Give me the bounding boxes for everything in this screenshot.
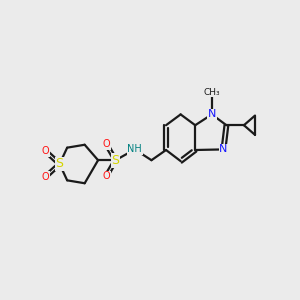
Text: S: S xyxy=(56,158,64,170)
Text: O: O xyxy=(102,139,110,149)
Text: CH₃: CH₃ xyxy=(203,88,220,97)
Text: NH: NH xyxy=(128,144,142,154)
Text: O: O xyxy=(42,172,50,182)
Text: O: O xyxy=(102,171,110,181)
Text: O: O xyxy=(42,146,50,156)
Text: S: S xyxy=(112,154,120,167)
Text: N: N xyxy=(219,144,228,154)
Text: N: N xyxy=(208,110,216,119)
